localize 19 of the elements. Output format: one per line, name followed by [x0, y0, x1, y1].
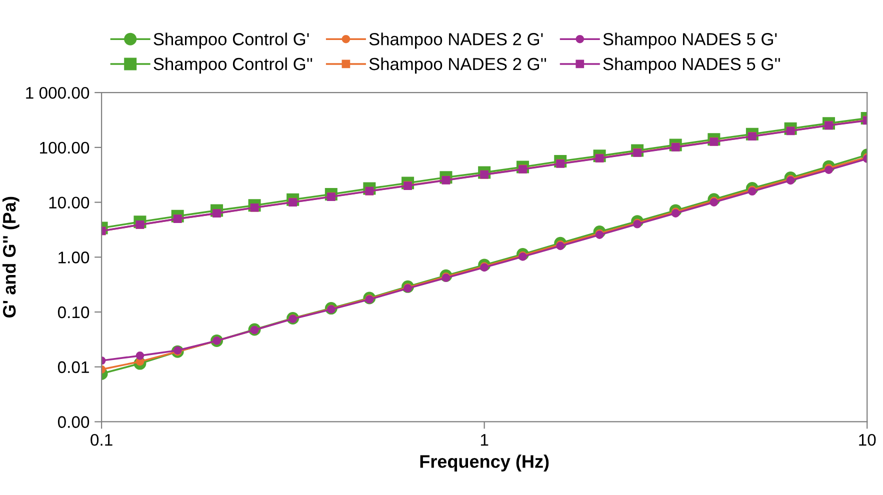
y-tick-label: 100.00	[40, 142, 90, 154]
legend-label: Shampoo NADES 5 G'	[603, 32, 777, 49]
legend-label: Shampoo Control G'	[154, 32, 309, 49]
legend-label: Shampoo NADES 5 G''	[603, 57, 780, 74]
x-tick-label: 0.1	[90, 434, 112, 446]
y-tick-label: 0.00	[58, 416, 90, 428]
y-tick-label: 0.01	[58, 361, 89, 374]
x-tick-label: 10	[859, 434, 876, 446]
point	[136, 352, 144, 360]
x-axis-title: Frequency (Hz)	[420, 454, 549, 472]
legend-label: Shampoo NADES 2 G''	[369, 57, 546, 74]
y-tick-label: 1 000.00	[26, 86, 90, 99]
legend-label: Shampoo NADES 2 G'	[369, 32, 543, 49]
x-tick-label: 1	[480, 434, 488, 446]
y-axis-title: G' and G'' (Pa)	[2, 196, 20, 318]
y-tick-label: 0.10	[58, 306, 90, 318]
y-tick-label: 10.00	[49, 196, 90, 208]
y-tick-label: 1.00	[58, 252, 90, 264]
legend-label: Shampoo Control G''	[154, 57, 312, 74]
